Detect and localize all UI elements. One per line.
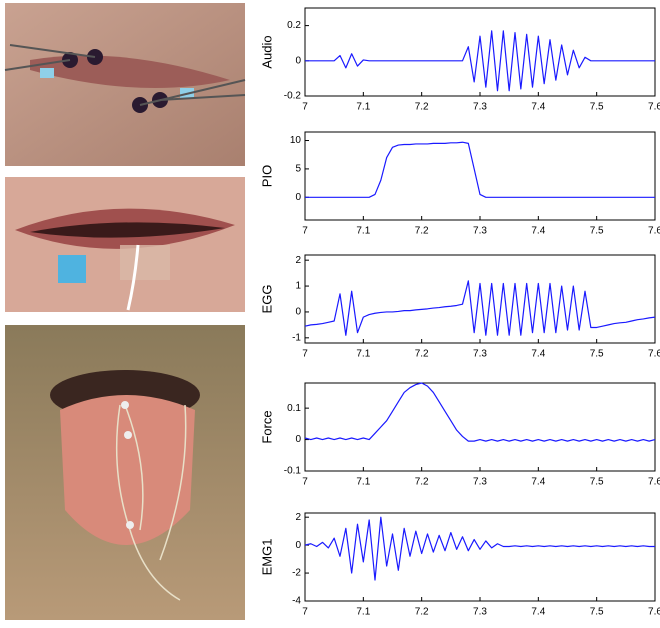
x-tick-label: 7.5 (590, 477, 604, 488)
y-tick-label: 10 (290, 135, 302, 146)
x-tick-label: 7.1 (356, 226, 370, 237)
y-tick-label: 0 (295, 540, 301, 551)
x-tick-label: 7.3 (473, 349, 487, 360)
x-tick-label: 7.5 (590, 607, 604, 618)
x-tick-label: 7.4 (531, 102, 545, 113)
x-tick-label: 7.3 (473, 102, 487, 113)
x-tick-label: 7.2 (415, 102, 429, 113)
x-tick-label: 7.4 (531, 477, 545, 488)
x-tick-label: 7.3 (473, 477, 487, 488)
x-tick-label: 7.3 (473, 226, 487, 237)
x-tick-label: 7.5 (590, 102, 604, 113)
y-tick-label: -0.2 (284, 91, 302, 102)
x-tick-label: 7.5 (590, 226, 604, 237)
x-tick-label: 7.6 (648, 607, 660, 618)
photo-electrodes-lips (5, 3, 245, 166)
x-tick-label: 7.1 (356, 102, 370, 113)
x-tick-label: 7.2 (415, 226, 429, 237)
plot-frame (305, 8, 655, 96)
x-tick-label: 7.6 (648, 102, 660, 113)
figure: 0.20-0.277.17.27.37.47.57.6Audio105077.1… (0, 0, 660, 628)
y-tick-label: 0 (295, 307, 301, 318)
y-axis-label: Force (259, 410, 274, 443)
x-tick-label: 7.4 (531, 349, 545, 360)
x-tick-label: 7.4 (531, 226, 545, 237)
y-tick-label: 0.1 (287, 403, 301, 414)
y-axis-label: PIO (259, 165, 274, 187)
x-tick-label: 7.2 (415, 349, 429, 360)
x-tick-label: 7.6 (648, 226, 660, 237)
y-tick-label: -1 (292, 332, 301, 343)
x-tick-label: 7 (302, 226, 308, 237)
x-tick-label: 7.2 (415, 607, 429, 618)
y-tick-label: 0 (295, 434, 301, 445)
y-tick-label: 0 (295, 55, 301, 66)
y-tick-label: 0.2 (287, 20, 301, 31)
y-axis-label: EGG (259, 285, 274, 314)
page: {"chart_data": [ {"type": "line", "ylabe… (0, 0, 660, 628)
x-tick-label: 7.6 (648, 477, 660, 488)
y-tick-label: -2 (292, 568, 301, 579)
plot-frame (305, 383, 655, 471)
y-axis-label: EMG1 (259, 539, 274, 576)
x-tick-label: 7.3 (473, 607, 487, 618)
x-tick-label: 7.1 (356, 607, 370, 618)
y-tick-label: 1 (295, 281, 301, 292)
x-tick-label: 7 (302, 349, 308, 360)
y-tick-label: 2 (295, 512, 301, 523)
x-tick-label: 7.1 (356, 477, 370, 488)
x-tick-label: 7.2 (415, 477, 429, 488)
x-tick-label: 7.5 (590, 349, 604, 360)
x-tick-label: 7 (302, 477, 308, 488)
y-tick-label: 0 (295, 192, 301, 203)
x-tick-label: 7 (302, 102, 308, 113)
x-tick-label: 7.4 (531, 607, 545, 618)
x-tick-label: 7.1 (356, 349, 370, 360)
y-tick-label: 2 (295, 255, 301, 266)
plot-frame (305, 132, 655, 220)
x-tick-label: 7 (302, 607, 308, 618)
photo-tongue-electrodes (5, 325, 245, 620)
y-axis-label: Audio (259, 35, 274, 68)
y-tick-label: -4 (292, 596, 301, 607)
y-tick-label: -0.1 (284, 466, 302, 477)
y-tick-label: 5 (295, 164, 301, 175)
photo-lip-sensor (5, 177, 245, 312)
x-tick-label: 7.6 (648, 349, 660, 360)
